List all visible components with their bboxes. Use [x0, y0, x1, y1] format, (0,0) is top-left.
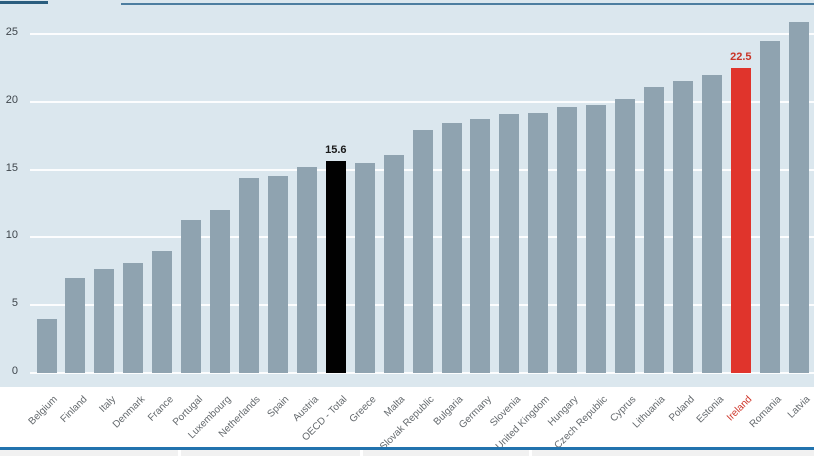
y-tick-label-0: 0	[11, 365, 18, 377]
bar-malta[interactable]	[383, 154, 404, 373]
value-label-ireland: 22.5	[730, 50, 752, 63]
bar-hungary[interactable]	[557, 107, 578, 373]
bar-cyprus[interactable]	[615, 99, 636, 373]
gridline-20	[30, 100, 814, 103]
bar-luxembourg[interactable]	[210, 210, 231, 373]
bar-greece[interactable]	[354, 162, 375, 373]
bar-united-kingdom[interactable]	[528, 112, 549, 373]
x-tick-label-czech-republic: Czech Republic	[552, 394, 610, 452]
y-tick-label-5: 5	[11, 297, 18, 310]
bar-netherlands[interactable]	[239, 177, 259, 373]
table-column-separator	[529, 450, 532, 456]
top-border-left-segment	[0, 1, 48, 4]
y-tick-label-10: 10	[5, 229, 18, 242]
bar-spain[interactable]	[267, 176, 288, 373]
y-tick-label-20: 20	[5, 93, 18, 106]
plot-area: 0 5 10 15 20 25 15.6 22.5	[0, 0, 814, 387]
x-tick-label-belgium: Belgium	[26, 394, 61, 428]
bar-slovenia[interactable]	[499, 114, 520, 373]
bar-finland[interactable]	[65, 278, 86, 373]
bar-denmark[interactable]	[123, 263, 144, 373]
bar-lithuania[interactable]	[644, 86, 665, 373]
bar-estonia[interactable]	[701, 74, 722, 373]
bar-bulgaria[interactable]	[441, 123, 462, 373]
y-tick-label-25: 25	[5, 26, 18, 38]
bar-slovak-republic[interactable]	[412, 130, 433, 373]
bar-france[interactable]	[152, 250, 173, 373]
bar-germany[interactable]	[470, 119, 491, 373]
top-border-right-segment	[121, 2, 814, 5]
x-tick-label-united-kingdom: United Kingdom	[493, 394, 553, 453]
x-tick-label-slovak-republic: Slovak Republic	[377, 394, 437, 453]
bar-romania[interactable]	[759, 40, 780, 373]
bar-ireland[interactable]	[730, 67, 751, 373]
bar-czech-republic[interactable]	[586, 104, 607, 373]
table-column-separator	[178, 450, 181, 456]
bar-italy[interactable]	[94, 268, 115, 373]
x-tick-label-finland: Finland	[58, 394, 90, 425]
bar-belgium[interactable]	[36, 318, 57, 373]
gridline-25	[30, 33, 814, 35]
bar-austria[interactable]	[296, 166, 317, 373]
y-tick-label-15: 15	[5, 161, 18, 174]
gridline-0	[30, 372, 814, 374]
x-tick-label-malta: Malta	[382, 394, 408, 420]
bar-oecd-total[interactable]	[325, 161, 346, 373]
x-tick-label-latvia: Latvia	[785, 394, 813, 421]
table-strip-below-chart	[0, 450, 814, 456]
x-tick-label-italy: Italy	[97, 394, 119, 415]
value-label-oecd-total: 15.6	[325, 144, 347, 157]
bar-poland[interactable]	[672, 81, 693, 373]
x-tick-label-estonia: Estonia	[694, 394, 726, 426]
x-tick-label-greece: Greece	[347, 394, 379, 425]
bottom-divider-line	[0, 447, 814, 450]
bar-portugal[interactable]	[181, 219, 202, 373]
table-column-separator	[360, 450, 363, 456]
x-tick-label-poland: Poland	[666, 394, 697, 424]
x-tick-label-spain: Spain	[265, 394, 292, 420]
bar-latvia[interactable]	[788, 21, 809, 373]
